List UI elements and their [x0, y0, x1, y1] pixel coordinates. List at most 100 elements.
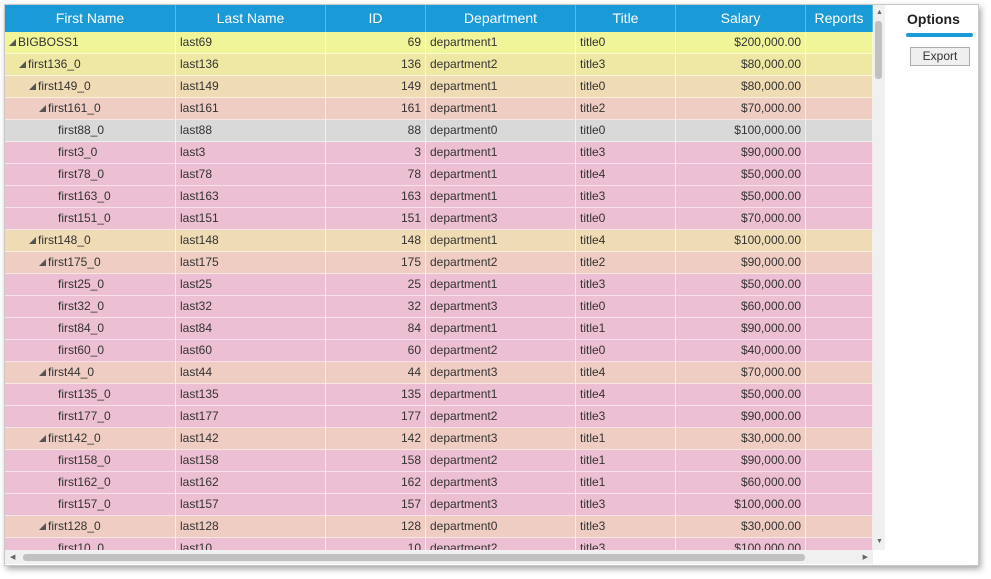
table-row[interactable]: first78_0 last78 78 department1 title4 $50,00… — [5, 164, 873, 186]
cell-department: department2 — [426, 252, 576, 273]
cell-department: department0 — [426, 120, 576, 141]
column-header-salary[interactable]: Salary — [676, 5, 806, 32]
cell-salary: $30,000.00 — [676, 516, 806, 537]
table-row[interactable]: first3_0 last3 3 department1 title3 $90,000.0… — [5, 142, 873, 164]
table-row[interactable]: first128_0 last128 128 department0 title3 $30… — [5, 516, 873, 538]
vertical-scroll-thumb[interactable] — [875, 21, 882, 79]
first-name-text: BIGBOSS1 — [18, 35, 79, 49]
column-header-department[interactable]: Department — [426, 5, 576, 32]
scroll-right-arrow-icon[interactable]: ▶ — [862, 554, 868, 561]
cell-department: department1 — [426, 384, 576, 405]
table-row[interactable]: first142_0 last142 142 department3 title1 $30… — [5, 428, 873, 450]
table-row[interactable]: first88_0 last88 88 department0 title0 $100,0… — [5, 120, 873, 142]
cell-first-name: first151_0 — [5, 208, 176, 229]
table-row[interactable]: first25_0 last25 25 department1 title3 $50,00… — [5, 274, 873, 296]
cell-id: 44 — [326, 362, 426, 383]
table-row[interactable]: first161_0 last161 161 department1 title2 $70… — [5, 98, 873, 120]
cell-salary: $100,000.00 — [676, 230, 806, 251]
table-row[interactable]: first177_0 last177 177 department2 title3 $90… — [5, 406, 873, 428]
cell-id: 151 — [326, 208, 426, 229]
cell-title: title4 — [576, 362, 676, 383]
expand-toggle-icon[interactable] — [39, 259, 46, 266]
table-row[interactable]: first44_0 last44 44 department3 title4 $70,00… — [5, 362, 873, 384]
cell-title: title3 — [576, 142, 676, 163]
cell-id: 148 — [326, 230, 426, 251]
cell-title: title1 — [576, 428, 676, 449]
cell-last-name: last78 — [176, 164, 326, 185]
column-header-title[interactable]: Title — [576, 5, 676, 32]
cell-first-name: first84_0 — [5, 318, 176, 339]
column-header-first-name[interactable]: First Name — [5, 5, 176, 32]
scroll-down-arrow-icon[interactable]: ▼ — [876, 538, 883, 545]
cell-department: department2 — [426, 54, 576, 75]
horizontal-scrollbar[interactable]: ◀ ▶ — [5, 550, 873, 564]
expand-toggle-icon[interactable] — [29, 237, 36, 244]
cell-first-name: first136_0 — [5, 54, 176, 75]
cell-id: 158 — [326, 450, 426, 471]
expand-toggle-icon[interactable] — [19, 61, 26, 68]
export-button[interactable]: Export — [910, 47, 970, 66]
table-row[interactable]: first158_0 last158 158 department2 title1 $90… — [5, 450, 873, 472]
table-row[interactable]: first32_0 last32 32 department3 title0 $60,00… — [5, 296, 873, 318]
scroll-left-arrow-icon[interactable]: ◀ — [10, 554, 16, 561]
cell-first-name: first157_0 — [5, 494, 176, 515]
expand-toggle-icon[interactable] — [39, 369, 46, 376]
cell-last-name: last157 — [176, 494, 326, 515]
table-row[interactable]: first148_0 last148 148 department1 title4 $10… — [5, 230, 873, 252]
cell-salary: $90,000.00 — [676, 450, 806, 471]
cell-title: title3 — [576, 494, 676, 515]
cell-salary: $80,000.00 — [676, 76, 806, 97]
cell-last-name: last88 — [176, 120, 326, 141]
cell-salary: $50,000.00 — [676, 274, 806, 295]
cell-reports — [806, 450, 873, 471]
grid-header: First Name Last Name ID Department Title… — [5, 5, 873, 32]
table-row[interactable]: first162_0 last162 162 department3 title1 $60… — [5, 472, 873, 494]
cell-id: 32 — [326, 296, 426, 317]
expand-toggle-icon[interactable] — [39, 105, 46, 112]
cell-department: department1 — [426, 318, 576, 339]
tab-options[interactable]: Options — [907, 11, 960, 27]
cell-first-name: first163_0 — [5, 186, 176, 207]
table-row[interactable]: first84_0 last84 84 department1 title1 $90,00… — [5, 318, 873, 340]
cell-department: department2 — [426, 538, 576, 550]
column-header-last-name[interactable]: Last Name — [176, 5, 326, 32]
cell-reports — [806, 318, 873, 339]
column-header-id[interactable]: ID — [326, 5, 426, 32]
cell-title: title0 — [576, 340, 676, 361]
expand-toggle-icon[interactable] — [9, 39, 16, 46]
cell-title: title0 — [576, 296, 676, 317]
table-row[interactable]: first10_0 last10 10 department2 title3 $100,0… — [5, 538, 873, 550]
cell-id: 149 — [326, 76, 426, 97]
cell-reports — [806, 142, 873, 163]
first-name-text: first25_0 — [58, 277, 105, 291]
cell-id: 10 — [326, 538, 426, 550]
cell-title: title0 — [576, 76, 676, 97]
cell-id: 163 — [326, 186, 426, 207]
cell-title: title3 — [576, 406, 676, 427]
table-row[interactable]: first135_0 last135 135 department1 title4 $50… — [5, 384, 873, 406]
table-row[interactable]: first175_0 last175 175 department2 title2 $90… — [5, 252, 873, 274]
cell-first-name: first142_0 — [5, 428, 176, 449]
scroll-up-arrow-icon[interactable]: ▲ — [876, 9, 883, 16]
expand-toggle-icon[interactable] — [39, 435, 46, 442]
expand-toggle-icon[interactable] — [39, 523, 46, 530]
table-row[interactable]: first149_0 last149 149 department1 title0 $80… — [5, 76, 873, 98]
cell-salary: $50,000.00 — [676, 384, 806, 405]
table-row[interactable]: first157_0 last157 157 department3 title3 $10… — [5, 494, 873, 516]
cell-first-name: BIGBOSS1 — [5, 32, 176, 53]
table-row[interactable]: first136_0 last136 136 department2 title3 $80… — [5, 54, 873, 76]
expand-toggle-icon[interactable] — [29, 83, 36, 90]
table-row[interactable]: first151_0 last151 151 department3 title0 $70… — [5, 208, 873, 230]
cell-reports — [806, 538, 873, 550]
cell-first-name: first128_0 — [5, 516, 176, 537]
cell-salary: $60,000.00 — [676, 296, 806, 317]
cell-reports — [806, 76, 873, 97]
column-header-reports[interactable]: Reports — [806, 5, 873, 32]
table-row[interactable]: first163_0 last163 163 department1 title3 $50… — [5, 186, 873, 208]
horizontal-scroll-thumb[interactable] — [23, 554, 805, 561]
vertical-scrollbar[interactable]: ▲ ▼ — [873, 5, 885, 550]
cell-salary: $200,000.00 — [676, 32, 806, 53]
table-row[interactable]: BIGBOSS1 last69 69 department1 title0 $200,00… — [5, 32, 873, 54]
table-row[interactable]: first60_0 last60 60 department2 title0 $40,00… — [5, 340, 873, 362]
first-name-text: first149_0 — [38, 79, 91, 93]
